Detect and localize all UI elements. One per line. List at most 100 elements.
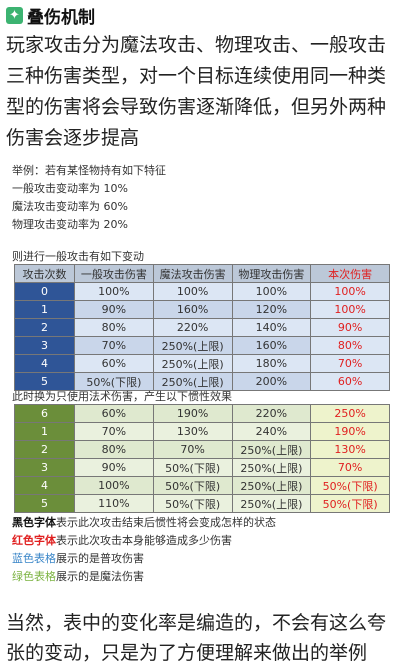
outro-line: 张的变动，只是为了方便理解来做出的举例	[6, 642, 368, 664]
table-row: 4 60% 250%(上限) 180% 70%	[14, 354, 390, 373]
table-cell: 60%	[74, 404, 154, 423]
example-image: 举例：若有某怪物持有如下特征 一般攻击变动率为 10% 魔法攻击变动率为 60%…	[8, 162, 392, 602]
table-cell: 50%(下限)	[310, 476, 390, 495]
table-row: 2 80% 220% 140% 90%	[14, 318, 390, 337]
table-cell: 250%(上限)	[231, 476, 312, 495]
table-row: 1 70% 130% 240% 190%	[14, 422, 390, 441]
table-cell: 90%	[310, 318, 390, 337]
table-cell: 100%	[74, 282, 154, 301]
normal-attack-table: 攻击次数 一般攻击伤害 魔法攻击伤害 物理攻击伤害 本次伤害 0 100% 100%…	[14, 264, 390, 391]
table-cell: 250%(上限)	[231, 458, 312, 477]
table-cell: 70%	[152, 440, 233, 459]
table-cell: 50%(下限)	[152, 494, 233, 513]
legend-key: 绿色表格	[12, 570, 56, 583]
table-cell: 250%(上限)	[231, 494, 312, 513]
header-cell: 攻击次数	[14, 264, 75, 283]
sparkle-check-icon: ✦	[6, 6, 23, 24]
legend-key: 黑色字体	[12, 516, 56, 529]
table-cell: 100%	[310, 300, 390, 319]
outro-paragraph: 当然，表中的变化率是编造的，不会有这么夸 张的变动，只是为了方便理解来做出的举例	[6, 608, 396, 668]
table-cell: 3	[14, 458, 75, 477]
table-cell: 60%	[74, 354, 154, 373]
table-cell: 100%	[310, 282, 390, 301]
table-cell: 3	[14, 336, 75, 355]
table-row: 2 80% 70% 250%(上限) 130%	[14, 440, 390, 459]
table-cell: 5	[14, 494, 75, 513]
legend-text: 展示的是魔法伤害	[56, 570, 144, 583]
table-cell: 190%	[152, 404, 233, 423]
table-cell: 190%	[310, 422, 390, 441]
table-cell: 250%	[310, 404, 390, 423]
intro-paragraph: 玩家攻击分为魔法攻击、物理攻击、一般攻击 三种伤害类型，对一个目标连续使用同一种…	[6, 30, 396, 154]
table-cell: 180%	[231, 354, 312, 373]
table-cell: 140%	[231, 318, 312, 337]
header-cell: 物理攻击伤害	[231, 264, 312, 283]
legend-text: 表示此次攻击本身能够造成多少伤害	[56, 534, 232, 547]
intro-line: 玩家攻击分为魔法攻击、物理攻击、一般攻击	[6, 34, 387, 56]
legend-key: 蓝色表格	[12, 552, 56, 565]
table-cell: 100%	[152, 282, 233, 301]
table-row: 1 90% 160% 120% 100%	[14, 300, 390, 319]
table-cell: 250%(上限)	[152, 354, 233, 373]
table-cell: 50%(下限)	[152, 458, 233, 477]
legend-text: 表示此次攻击结束后惯性将会变成怎样的状态	[56, 516, 276, 529]
table-cell: 220%	[152, 318, 233, 337]
table-cell: 50%(下限)	[310, 494, 390, 513]
table-cell: 6	[14, 404, 75, 423]
table-cell: 1	[14, 300, 75, 319]
intro-line: 伤害会逐步提高	[6, 127, 140, 149]
table-cell: 70%	[310, 458, 390, 477]
table-row: 3 90% 50%(下限) 250%(上限) 70%	[14, 458, 390, 477]
table-cell: 220%	[231, 404, 312, 423]
table-cell: 70%	[74, 336, 154, 355]
table-cell: 130%	[310, 440, 390, 459]
table-cell: 130%	[152, 422, 233, 441]
table-cell: 60%	[310, 372, 390, 391]
example-line: 魔法攻击变动率为 60%	[12, 200, 128, 213]
example-line: 物理攻击变动率为 20%	[12, 218, 128, 231]
table-cell: 90%	[74, 458, 154, 477]
table-cell: 250%(上限)	[231, 440, 312, 459]
table-cell: 50%(下限)	[74, 372, 154, 391]
table-cell: 120%	[231, 300, 312, 319]
header-cell: 本次伤害	[310, 264, 390, 283]
header-cell: 魔法攻击伤害	[152, 264, 233, 283]
table-header-row: 攻击次数 一般攻击伤害 魔法攻击伤害 物理攻击伤害 本次伤害	[14, 264, 390, 283]
intro-line: 三种伤害类型，对一个目标连续使用同一种类	[6, 65, 387, 87]
header-cell: 一般攻击伤害	[74, 264, 154, 283]
table-row: 5 50%(下限) 250%(上限) 200% 60%	[14, 372, 390, 391]
table-cell: 100%	[231, 282, 312, 301]
section-title: 叠伤机制	[27, 7, 95, 28]
table1-caption: 则进行一般攻击有如下变动	[12, 250, 144, 263]
table-cell: 160%	[231, 336, 312, 355]
section-header: ✦ 叠伤机制	[6, 4, 95, 28]
table-cell: 0	[14, 282, 75, 301]
table-cell: 160%	[152, 300, 233, 319]
table-cell: 250%(上限)	[152, 336, 233, 355]
outro-line: 当然，表中的变化率是编造的，不会有这么夸	[6, 612, 387, 634]
table-row: 4 100% 50%(下限) 250%(上限) 50%(下限)	[14, 476, 390, 495]
table-cell: 1	[14, 422, 75, 441]
example-line: 一般攻击变动率为 10%	[12, 182, 128, 195]
table-cell: 100%	[74, 476, 154, 495]
table-cell: 200%	[231, 372, 312, 391]
table-row: 0 100% 100% 100% 100%	[14, 282, 390, 301]
table-cell: 4	[14, 354, 75, 373]
table-cell: 2	[14, 440, 75, 459]
table-cell: 80%	[74, 318, 154, 337]
legend-item: 蓝色表格展示的是普攻伤害	[12, 550, 144, 566]
intro-line: 型的伤害将会导致伤害逐渐降低，但另外两种	[6, 96, 387, 118]
table-cell: 110%	[74, 494, 154, 513]
table-cell: 2	[14, 318, 75, 337]
table-cell: 5	[14, 372, 75, 391]
table-cell: 80%	[310, 336, 390, 355]
example-line: 举例：若有某怪物持有如下特征	[12, 164, 166, 177]
table-cell: 80%	[74, 440, 154, 459]
legend-key: 红色字体	[12, 534, 56, 547]
legend-item: 黑色字体表示此次攻击结束后惯性将会变成怎样的状态	[12, 514, 276, 530]
table-cell: 240%	[231, 422, 312, 441]
table-cell: 90%	[74, 300, 154, 319]
legend-text: 展示的是普攻伤害	[56, 552, 144, 565]
table-row: 6 60% 190% 220% 250%	[14, 404, 390, 423]
